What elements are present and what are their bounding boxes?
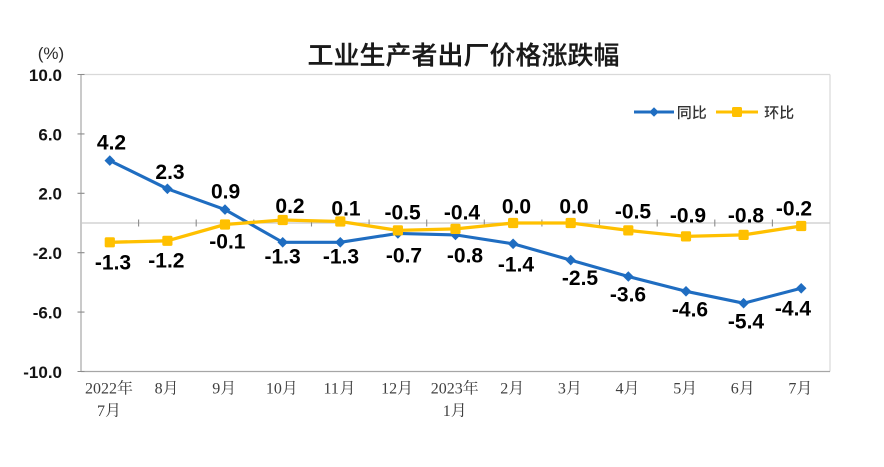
svg-text:6.0: 6.0 [38,125,62,144]
svg-text:7: 7 [97,403,105,420]
svg-text:12: 12 [381,381,397,398]
svg-text:0.9: 0.9 [211,180,240,203]
svg-text:-0.1: -0.1 [209,230,246,253]
svg-text:-1.2: -1.2 [148,249,184,272]
svg-text:9: 9 [212,381,220,398]
svg-text:7: 7 [788,381,796,398]
svg-text:0.2: 0.2 [275,195,304,218]
svg-text:5: 5 [673,381,681,398]
svg-text:-0.8: -0.8 [728,204,765,227]
svg-text:-10.0: -10.0 [23,363,62,382]
svg-text:-0.8: -0.8 [447,244,484,267]
svg-text:8: 8 [155,381,163,398]
svg-text:1: 1 [443,403,451,420]
svg-text:0.0: 0.0 [559,195,588,218]
svg-text:2022: 2022 [85,381,117,398]
svg-text:-1.3: -1.3 [95,251,131,274]
svg-text:(%): (%) [38,44,64,63]
svg-text:-2.0: -2.0 [33,244,62,263]
svg-text:2023: 2023 [431,381,463,398]
svg-text:10: 10 [266,381,282,398]
svg-text:-5.4: -5.4 [728,310,765,333]
svg-text:11: 11 [324,381,339,398]
svg-text:-0.4: -0.4 [444,201,481,224]
svg-text:2.3: 2.3 [155,161,184,184]
svg-text:-0.5: -0.5 [615,200,652,223]
svg-text:4: 4 [616,381,624,398]
svg-text:-4.6: -4.6 [672,298,708,321]
svg-text:3: 3 [558,381,566,398]
svg-text:-6.0: -6.0 [33,304,62,323]
svg-text:4.2: 4.2 [97,131,126,154]
svg-text:-3.6: -3.6 [610,283,646,306]
svg-text:-1.4: -1.4 [498,253,535,276]
svg-text:0.1: 0.1 [331,197,361,220]
svg-text:-0.2: -0.2 [776,197,812,220]
svg-text:2: 2 [500,381,508,398]
svg-text:-0.9: -0.9 [670,204,706,227]
svg-text:-0.5: -0.5 [385,201,422,224]
svg-text:6: 6 [731,381,739,398]
svg-text:10.0: 10.0 [29,66,62,85]
svg-text:-2.5: -2.5 [562,267,599,290]
svg-text:-0.7: -0.7 [386,244,422,267]
svg-text:-4.4: -4.4 [775,297,812,320]
svg-text:-1.3: -1.3 [323,245,359,268]
svg-text:0.0: 0.0 [502,195,531,218]
svg-text:-1.3: -1.3 [265,245,301,268]
svg-text:2.0: 2.0 [38,185,62,204]
